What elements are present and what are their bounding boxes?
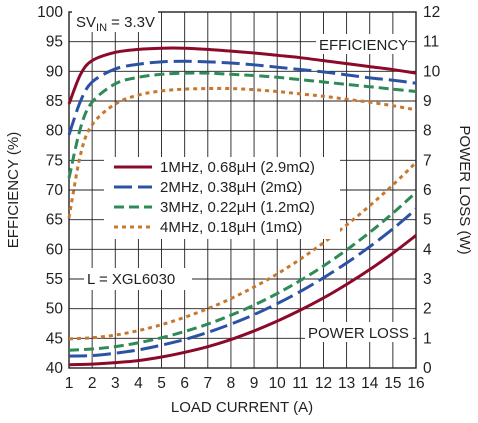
plot-border	[68, 11, 417, 369]
efficiency-curve-1	[67, 46, 417, 105]
power-loss-curve-4	[68, 161, 418, 341]
series-group	[67, 46, 418, 367]
condition-label: SVIN = 3.3V	[76, 14, 155, 34]
y-tick-label: 50	[46, 301, 64, 318]
y-tick-label: 40	[46, 360, 64, 377]
y-tick-label: 95	[46, 34, 63, 51]
power-loss-label-bg	[305, 322, 413, 342]
y-tick-label: 85	[46, 93, 63, 110]
efficiency-curve-4	[67, 86, 417, 219]
y-tick-label: 90	[46, 63, 64, 80]
x-tick-label: 12	[315, 375, 332, 392]
legend-label-4: 4MHz, 0.18µH (1mΩ)	[160, 219, 302, 236]
x-tick-label: 1	[65, 375, 74, 392]
x-tick-label: 8	[227, 375, 236, 392]
power-loss-curve-2	[68, 208, 417, 358]
power-loss-curve-1	[68, 234, 417, 367]
y2-tick-label: 1	[423, 330, 432, 347]
x-tick-label: 7	[203, 375, 212, 392]
y-tick-labels: 40 45 50 55 60 65 70 75 80 85 90 95 100	[37, 4, 63, 377]
y-tick-label: 55	[46, 271, 63, 288]
y2-tick-label: 6	[423, 182, 432, 199]
x-tick-label: 2	[88, 375, 97, 392]
x-tick-label: 15	[384, 375, 401, 392]
x-tick-label: 11	[292, 375, 308, 392]
efficiency-label: EFFICIENCY	[319, 37, 408, 54]
y2-tick-label: 4	[423, 241, 432, 258]
x-tick-label: 13	[338, 375, 355, 392]
x-tick-label: 14	[361, 375, 379, 392]
x-tick-label: 3	[111, 375, 120, 392]
legend-label-1: 1MHz, 0.68µH (2.9mΩ)	[160, 159, 315, 176]
y2-tick-label: 0	[423, 360, 432, 377]
condition-label-bg	[72, 10, 158, 32]
x-tick-label: 4	[134, 375, 143, 392]
x-tick-label: 5	[157, 375, 166, 392]
y-axis-title: EFFICIENCY (%)	[5, 132, 22, 248]
efficiency-curve-2	[67, 59, 417, 136]
y2-tick-label: 7	[423, 152, 432, 169]
inductor-label: L = XGL6030	[87, 271, 175, 288]
y2-tick-label: 5	[423, 212, 432, 229]
y2-axis-title: POWER LOSS (W)	[456, 125, 473, 254]
y2-tick-label: 3	[423, 271, 432, 288]
x-tick-label: 6	[180, 375, 189, 392]
plot-frame	[68, 11, 417, 369]
legend: 1MHz, 0.68µH (2.9mΩ) 2MHz, 0.38µH (2mΩ) 3M…	[104, 157, 340, 239]
y2-tick-label: 2	[423, 301, 432, 318]
y-tick-label: 70	[46, 182, 64, 199]
y-tick-label: 60	[46, 241, 64, 258]
y2-tick-label: 12	[423, 4, 440, 21]
y-tick-label: 65	[46, 212, 63, 229]
efficiency-label-bg	[316, 34, 408, 54]
y2-tick-label: 10	[423, 63, 441, 80]
power-loss-label: POWER LOSS	[308, 325, 409, 342]
x-tick-label: 16	[407, 375, 424, 392]
y-tick-label: 100	[37, 4, 63, 21]
legend-label-3: 3MHz, 0.22µH (1.2mΩ)	[160, 199, 315, 216]
inductor-label-bg	[84, 268, 192, 290]
y2-tick-label: 9	[423, 93, 432, 110]
x-axis-title: LOAD CURRENT (A)	[171, 399, 313, 416]
y2-tick-label: 8	[423, 123, 432, 140]
y-tick-label: 75	[46, 152, 63, 169]
x-tick-label: 10	[269, 375, 287, 392]
legend-label-2: 2MHz, 0.38µH (2mΩ)	[160, 179, 302, 196]
y-tick-label: 80	[46, 123, 64, 140]
efficiency-curve-3	[67, 71, 417, 179]
y2-tick-label: 11	[423, 34, 439, 51]
legend-bg	[104, 157, 340, 239]
x-tick-label: 9	[250, 375, 259, 392]
x-tick-labels: 1 2 3 4 5 6 7 8 9 10 11 12 13 14 15 16	[65, 375, 425, 392]
y-tick-label: 45	[46, 330, 63, 347]
